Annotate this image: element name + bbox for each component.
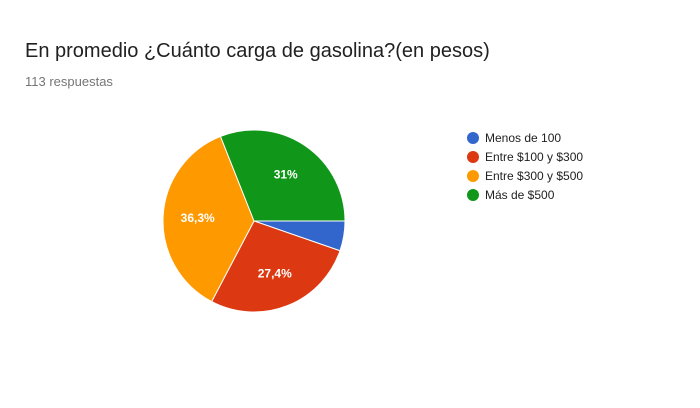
chart-legend: Menos de 100 Entre $100 y $300 Entre $300 … <box>467 128 583 204</box>
legend-item-0[interactable]: Menos de 100 <box>467 128 583 147</box>
legend-item-2[interactable]: Entre $300 y $500 <box>467 166 583 185</box>
legend-label: Entre $100 y $300 <box>485 149 584 164</box>
legend-label: Más de $500 <box>485 187 555 202</box>
legend-label: Entre $300 y $500 <box>485 168 584 183</box>
legend-item-3[interactable]: Más de $500 <box>467 185 583 204</box>
legend-swatch-icon <box>467 188 479 201</box>
pie-slice-label-3: 31% <box>274 167 298 181</box>
pie-slice-label-1: 27,4% <box>258 266 292 280</box>
chart-title: En promedio ¿Cuánto carga de gasolina?(e… <box>25 40 490 62</box>
pie-slice-label-2: 36,3% <box>181 211 215 225</box>
pie-slice-3[interactable] <box>219 129 346 222</box>
legend-label: Menos de 100 <box>485 130 562 145</box>
response-count: 113 respuestas <box>25 74 113 89</box>
pie-slice-1[interactable] <box>210 220 341 313</box>
legend-swatch-icon <box>467 169 479 182</box>
legend-swatch-icon <box>467 131 479 144</box>
pie-slice-2[interactable] <box>162 135 255 303</box>
legend-swatch-icon <box>467 150 479 163</box>
legend-item-1[interactable]: Entre $100 y $300 <box>467 147 583 166</box>
